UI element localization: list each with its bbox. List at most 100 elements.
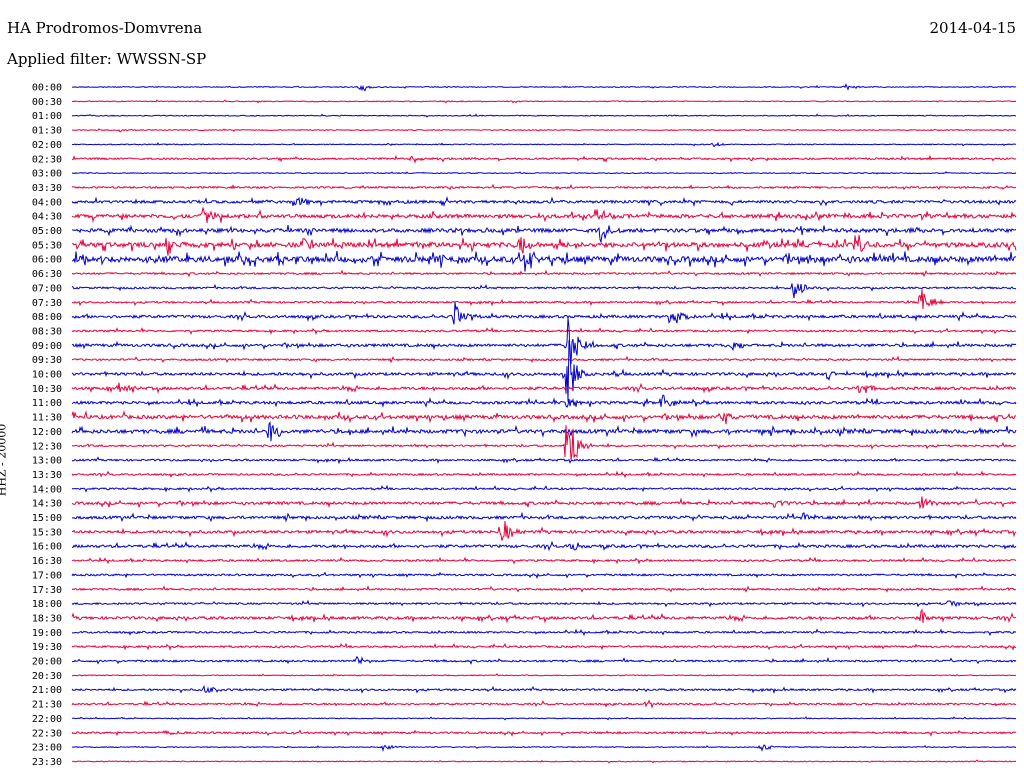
filter-label: Applied filter: WWSSN-SP [7, 50, 207, 68]
row-time-label: 05:00 [32, 226, 62, 237]
row-time-label: 02:00 [32, 140, 62, 151]
row-time-label: 11:30 [32, 413, 62, 424]
row-time-label: 11:00 [32, 398, 62, 409]
trace-line [71, 571, 1017, 580]
trace-line [71, 251, 1017, 272]
row-time-label: 23:30 [32, 757, 62, 768]
row-time-label: 20:00 [32, 657, 62, 668]
row-time-label: 21:00 [32, 685, 62, 696]
row-time-label: 01:30 [32, 126, 62, 137]
row-time-label: 13:00 [32, 456, 62, 467]
row-time-label: 18:30 [32, 613, 62, 624]
trace-line [71, 759, 1017, 764]
row-time-label: 08:30 [32, 326, 62, 337]
row-time-label: 16:30 [32, 556, 62, 567]
row-time-label: 16:00 [32, 542, 62, 553]
trace-line [71, 744, 1017, 753]
trace-line [71, 425, 1017, 460]
trace-line [71, 628, 1017, 637]
row-time-label: 21:30 [32, 700, 62, 711]
trace-line [71, 128, 1017, 133]
trace-line [71, 326, 1017, 336]
row-time-label: 18:00 [32, 599, 62, 610]
trace-line [71, 484, 1017, 493]
trace-line [71, 716, 1017, 721]
station-title: HA Prodromos-Domvrena [7, 19, 203, 37]
date-label: 2014-04-15 [929, 19, 1016, 37]
trace-line [71, 196, 1017, 208]
trace-line [71, 655, 1017, 666]
trace-line [71, 470, 1017, 479]
trace-line [71, 394, 1017, 409]
row-time-label: 07:30 [32, 298, 62, 309]
trace-line [71, 355, 1017, 364]
row-time-label: 10:00 [32, 370, 62, 381]
row-time-label: 15:00 [32, 513, 62, 524]
row-time-label: 04:00 [32, 197, 62, 208]
row-time-label: 07:00 [32, 283, 62, 294]
row-time-label: 05:30 [32, 240, 62, 251]
trace-line [71, 382, 1017, 394]
trace-line [71, 410, 1016, 425]
row-time-label: 06:30 [32, 269, 62, 280]
trace-line [71, 699, 1017, 710]
trace-line [71, 171, 1017, 175]
row-time-label: 19:30 [32, 642, 62, 653]
trace-line [71, 511, 1017, 523]
row-time-label: 01:00 [32, 111, 62, 122]
row-time-label: 17:00 [32, 570, 62, 581]
trace-line [71, 520, 1017, 541]
row-time-label: 12:00 [32, 427, 62, 438]
trace-line [72, 83, 1017, 92]
row-time-label: 17:30 [32, 585, 62, 596]
trace-line [71, 141, 1017, 148]
row-time-label: 03:00 [32, 169, 62, 180]
row-time-label: 04:30 [32, 212, 62, 223]
row-time-label: 10:30 [32, 384, 62, 395]
row-time-label: 00:00 [32, 83, 62, 94]
trace-line [71, 289, 1017, 310]
row-time-label: 23:00 [32, 743, 62, 754]
trace-line [71, 684, 1017, 695]
trace-line [72, 183, 1017, 191]
row-time-label: 09:00 [32, 341, 62, 352]
row-time-label: 06:00 [32, 255, 62, 266]
trace-line [71, 729, 1017, 737]
row-time-label: 13:30 [32, 470, 62, 481]
row-time-label: 20:30 [32, 671, 62, 682]
trace-line [71, 642, 1017, 651]
row-time-label: 08:00 [32, 312, 62, 323]
row-time-label: 14:30 [32, 499, 62, 510]
row-time-label: 14:00 [32, 484, 62, 495]
trace-line [71, 302, 1017, 325]
trace-line [71, 113, 1017, 118]
trace-line [71, 496, 1017, 510]
trace-line [71, 599, 1017, 608]
trace-line [72, 154, 1017, 164]
trace-line [71, 283, 1017, 299]
trace-line [71, 556, 1017, 565]
trace-line [71, 608, 1017, 624]
row-time-label: 19:00 [32, 628, 62, 639]
row-time-label: 15:30 [32, 527, 62, 538]
trace-line [71, 317, 1017, 365]
trace-line [71, 340, 1017, 402]
trace-line [72, 673, 1017, 677]
trace-line [71, 456, 1017, 465]
row-time-label: 09:30 [32, 355, 62, 366]
row-time-label: 22:30 [32, 728, 62, 739]
trace-line [71, 269, 1017, 278]
row-time-label: 02:30 [32, 154, 62, 165]
trace-line [71, 207, 1017, 223]
trace-line [71, 99, 1017, 104]
trace-line [71, 234, 1017, 256]
trace-line [71, 585, 1017, 593]
row-time-label: 22:00 [32, 714, 62, 725]
row-time-label: 00:30 [32, 97, 62, 108]
trace-line [71, 421, 1017, 442]
row-time-label: 12:30 [32, 441, 62, 452]
trace-line [71, 540, 1017, 552]
trace-line [71, 224, 1017, 244]
row-time-label: 03:30 [32, 183, 62, 194]
